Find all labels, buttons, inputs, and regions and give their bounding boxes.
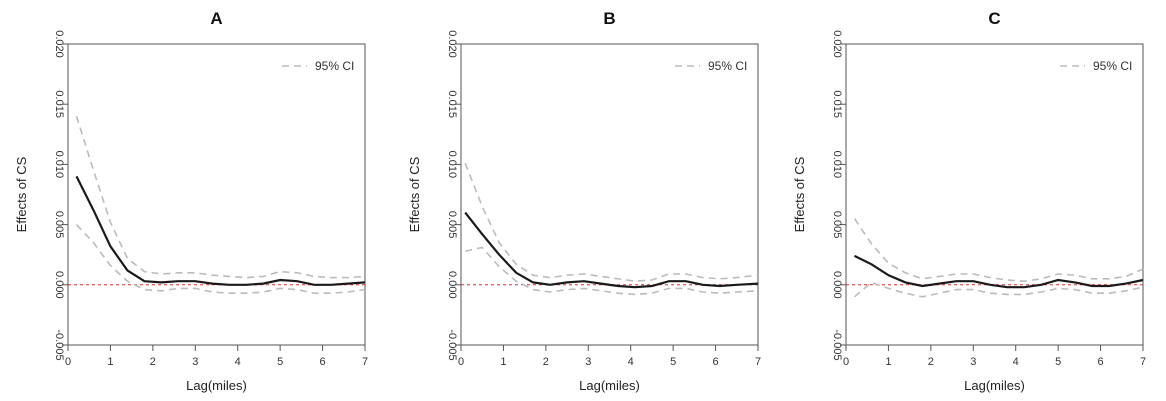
x-tick-label: 4: [628, 356, 634, 368]
x-tick-label: 5: [670, 356, 676, 368]
legend-label: 95% CI: [1093, 59, 1132, 73]
legend-label: 95% CI: [315, 59, 354, 73]
x-tick-label: 6: [320, 356, 326, 368]
x-tick-label: 3: [970, 356, 976, 368]
x-axis-label: Lag(miles): [579, 378, 640, 393]
x-tick-label: 0: [843, 356, 849, 368]
y-tick-label: -0.005: [446, 329, 458, 360]
ci-lower-line: [75, 224, 366, 295]
y-tick-label: 0.020: [446, 30, 458, 58]
x-tick-label: 2: [150, 356, 156, 368]
ci-lower-line: [853, 281, 1144, 298]
y-tick-label: 0.000: [446, 271, 458, 299]
ci-lower-line: [465, 246, 759, 296]
y-axis-label: Effects of CS: [14, 156, 29, 232]
x-tick-label: 7: [1140, 356, 1146, 368]
x-axis-label: Lag(miles): [186, 378, 247, 393]
x-tick-label: 1: [107, 356, 113, 368]
x-tick-label: 5: [277, 356, 283, 368]
y-tick-label: 0.005: [446, 211, 458, 239]
plot-frame: [67, 43, 366, 346]
panel-title: C: [988, 9, 1000, 28]
y-tick-label: 0.015: [446, 90, 458, 118]
y-tick-label: -0.005: [53, 329, 65, 360]
y-axis-label: Effects of CS: [792, 156, 807, 232]
x-tick-label: 4: [235, 356, 241, 368]
x-tick-label: 7: [362, 356, 368, 368]
panel-a: A Lag(miles) Effects of CS 95% CI 0 1 2 3 4 5…: [0, 0, 388, 401]
x-tick-label: 0: [65, 356, 71, 368]
y-tick-label: -0.005: [831, 329, 843, 360]
y-tick-label: 0.015: [831, 90, 843, 118]
x-tick-label: 6: [1098, 356, 1104, 368]
x-axis-label: Lag(miles): [964, 378, 1025, 393]
y-tick-label: 0.015: [53, 90, 65, 118]
estimate-line: [75, 175, 366, 286]
y-tick-label: 0.010: [831, 151, 843, 179]
y-tick-label: 0.005: [53, 211, 65, 239]
x-tick-label: 0: [458, 356, 464, 368]
panel-b: B Lag(miles) Effects of CS 95% CI 0 1 2 3 4 5…: [393, 0, 781, 401]
x-tick-label: 2: [928, 356, 934, 368]
plot-frame: [460, 43, 759, 346]
legend-label: 95% CI: [708, 59, 747, 73]
panel-title: B: [603, 9, 615, 28]
y-tick-label: 0.020: [831, 30, 843, 58]
y-axis-label: Effects of CS: [407, 156, 422, 232]
chart-b: B Lag(miles) Effects of CS 95% CI 0 1 2 3 4 5…: [407, 9, 761, 393]
y-tick-label: 0.010: [446, 151, 458, 179]
plot-frame: [845, 43, 1144, 346]
y-tick-label: 0.020: [53, 30, 65, 58]
panel-title: A: [210, 9, 222, 28]
x-tick-label: 2: [543, 356, 549, 368]
ci-upper-line: [853, 218, 1144, 283]
y-tick-label: 0.010: [53, 151, 65, 179]
ci-upper-line: [75, 115, 366, 279]
estimate-line: [854, 254, 1144, 289]
x-tick-label: 1: [885, 356, 891, 368]
chart-c: C Lag(miles) Effects of CS 95% CI 0 1 2 3 4 5…: [792, 9, 1146, 393]
chart-a: A Lag(miles) Effects of CS 95% CI 0 1 2 3 4 5…: [14, 9, 368, 393]
x-tick-label: 4: [1013, 356, 1019, 368]
ci-upper-line: [464, 162, 759, 283]
x-tick-label: 3: [192, 356, 198, 368]
y-tick-label: 0.000: [831, 271, 843, 299]
x-tick-label: 1: [500, 356, 506, 368]
x-tick-label: 3: [585, 356, 591, 368]
x-tick-label: 6: [713, 356, 719, 368]
panel-c: C Lag(miles) Effects of CS 95% CI 0 1 2 3 4 5…: [778, 0, 1166, 401]
x-tick-label: 5: [1055, 356, 1061, 368]
estimate-line: [464, 211, 759, 289]
x-tick-label: 7: [755, 356, 761, 368]
y-tick-label: 0.005: [831, 211, 843, 239]
y-tick-label: 0.000: [53, 271, 65, 299]
